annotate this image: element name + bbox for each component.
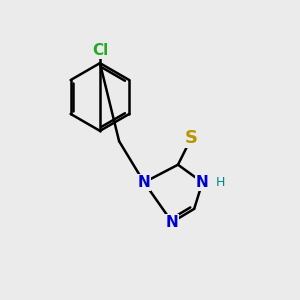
Text: Cl: Cl [92,43,108,58]
Text: N: N [196,175,209,190]
Text: N: N [166,214,178,230]
Text: S: S [185,129,198,147]
Text: H: H [215,176,225,189]
Text: N: N [138,175,151,190]
